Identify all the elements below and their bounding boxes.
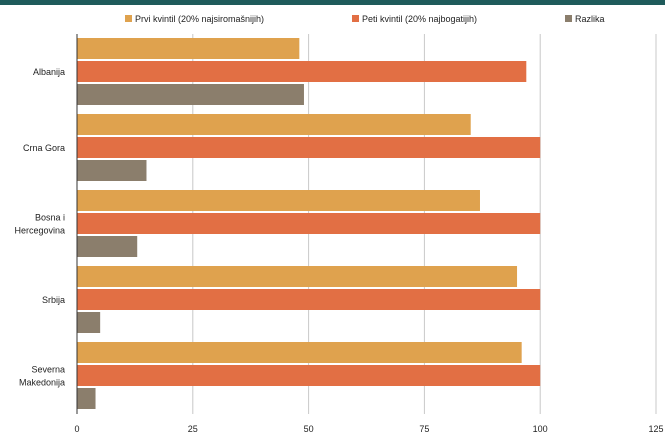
bar-0-0 <box>77 38 300 59</box>
legend-label-1: Peti kvintil (20% najbogatijih) <box>362 14 477 24</box>
legend: Prvi kvintil (20% najsiromašnijih) Peti k… <box>125 14 605 24</box>
category-label-2-1: Hercegovina <box>14 226 65 236</box>
category-label-4-0: Severna <box>31 365 65 375</box>
bar-0-2 <box>77 190 480 211</box>
bar-1-2 <box>77 213 541 234</box>
bar-2-0 <box>77 84 304 105</box>
legend-swatch-1 <box>352 15 359 22</box>
legend-label-2: Razlika <box>575 14 605 24</box>
x-tick-50: 50 <box>304 424 314 434</box>
category-labels: Albanija Crna Gora Bosna i Hercegovina Srbij… <box>14 67 65 388</box>
bar-2-2 <box>77 236 138 257</box>
category-label-2-0: Bosna i <box>35 213 65 223</box>
bar-2-1 <box>77 160 147 181</box>
x-tick-25: 25 <box>188 424 198 434</box>
category-label-3-0: Srbija <box>42 295 65 305</box>
bar-2-4 <box>77 388 96 409</box>
x-tick-labels: 0 25 50 75 100 125 <box>74 424 663 434</box>
bar-0-4 <box>77 342 522 363</box>
x-tick-0: 0 <box>74 424 79 434</box>
bar-0-1 <box>77 114 471 135</box>
category-label-0-0: Albanija <box>33 67 65 77</box>
category-label-1-0: Crna Gora <box>23 143 65 153</box>
bars <box>77 38 541 409</box>
legend-swatch-0 <box>125 15 132 22</box>
bar-2-3 <box>77 312 101 333</box>
legend-label-0: Prvi kvintil (20% najsiromašnijih) <box>135 14 264 24</box>
category-label-4-1: Makedonija <box>19 378 65 388</box>
bar-1-3 <box>77 289 541 310</box>
bar-1-1 <box>77 137 541 158</box>
legend-swatch-2 <box>565 15 572 22</box>
x-tick-100: 100 <box>533 424 548 434</box>
bar-1-4 <box>77 365 541 386</box>
bar-0-3 <box>77 266 518 287</box>
x-tick-75: 75 <box>419 424 429 434</box>
bar-1-0 <box>77 61 527 82</box>
x-tick-125: 125 <box>648 424 663 434</box>
top-accent-bar <box>0 0 665 5</box>
